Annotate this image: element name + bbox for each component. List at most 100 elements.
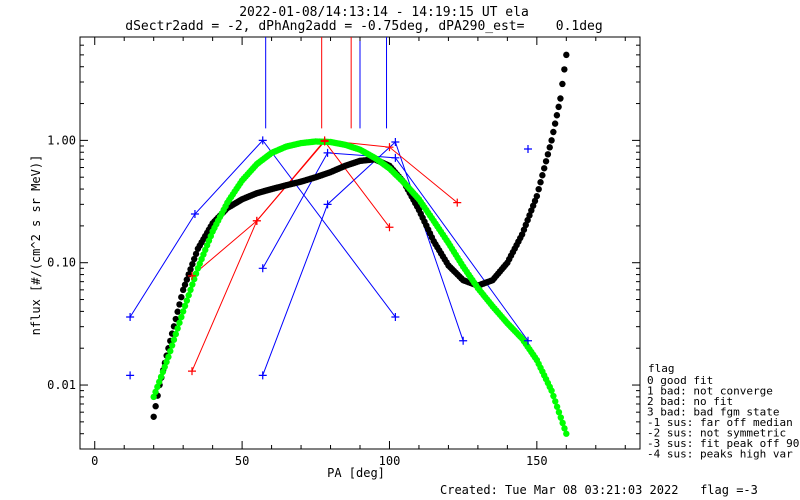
legend-entry-4: -1 sus: far off median (647, 416, 793, 429)
fit-dot-1-2-5 (189, 281, 196, 288)
x-tick-label-3: 150 (526, 454, 548, 468)
fit-dot-0-26-1 (520, 226, 528, 233)
fit-dot-0-29-1 (559, 80, 566, 88)
fit-dot-1-2-6 (191, 275, 198, 283)
fit-curves (150, 51, 570, 437)
data-point-2-0 (258, 264, 267, 273)
fit-dot-1-1-5 (174, 325, 181, 332)
data-point-2-1 (323, 148, 332, 157)
fit-dot-0-2-6 (176, 301, 183, 308)
fit-dot-0-27-7 (546, 144, 553, 151)
fit-dot-0-3-2 (183, 276, 191, 283)
fit-dot-0-27-2 (537, 179, 544, 186)
data-point-1-3 (459, 336, 468, 345)
fit-dot-1-27-1 (550, 392, 557, 400)
x-tick-label-0: 0 (91, 454, 98, 468)
fit-dot-1-1-6 (176, 319, 183, 326)
fit-dot-0-28-4 (555, 103, 562, 111)
data-point-2-3 (524, 336, 532, 345)
fit-dot-1-1-1 (167, 347, 174, 355)
series-line-3 (191, 140, 390, 372)
fit-dot-1-end (563, 430, 570, 437)
fit-dot-0-26-2 (522, 221, 529, 229)
legend-title: flag (648, 362, 675, 375)
fit-dot-0-29-2 (561, 66, 568, 73)
fit-dot-0-28-3 (553, 112, 561, 119)
fit-dot-1-1-3 (170, 336, 178, 343)
fit-dot-0-26-4 (526, 212, 533, 219)
data-point-1-2 (391, 137, 400, 146)
fit-dot-0-28-2 (551, 120, 559, 127)
data-point-4-3 (385, 143, 394, 152)
data-point-0-0 (126, 312, 135, 321)
fit-dot-1-1-2 (168, 342, 176, 349)
fit-dot-0-26-5 (528, 207, 535, 214)
fit-dot-1-2-3 (185, 292, 192, 299)
legend-entry-1: 1 bad: not converge (647, 385, 773, 398)
fit-dot-0-27-1 (535, 185, 542, 193)
fit-dot-0-27-5 (542, 158, 550, 165)
series-line-2 (262, 152, 529, 342)
fit-dot-1-0-1 (152, 388, 159, 396)
fit-dot-0-27-4 (541, 165, 548, 172)
data-point-4-4 (453, 198, 462, 207)
data-point-3-3 (385, 223, 394, 232)
fit-dot-0-0-0 (150, 413, 157, 420)
fit-dot-0-28-1 (550, 128, 557, 136)
fit-dot-0-3-5 (189, 260, 196, 268)
fit-dot-1-1-0 (165, 353, 172, 361)
fit-dot-0-29-0 (557, 95, 564, 102)
fit-dot-0-27-6 (544, 151, 552, 158)
fit-dot-1-27-2 (552, 398, 559, 405)
fit-dot-0-26-3 (524, 216, 531, 224)
fit-dot-0-26-7 (531, 197, 539, 205)
data-point-1-1 (323, 200, 332, 209)
fit-dot-1-0-3 (156, 378, 163, 386)
x-axis: 0 50 100 150 (91, 37, 626, 468)
data-point-1-0 (258, 371, 267, 380)
legend-entry-5: -2 sus: not symmetric (647, 427, 786, 440)
fit-dot-1-27-7 (561, 425, 568, 432)
fit-dot-0-2-5 (174, 308, 181, 315)
fit-dot-0-0-1 (152, 403, 159, 410)
fit-dot-1-0-6 (161, 363, 168, 371)
fit-dot-1-0-5 (159, 368, 167, 376)
chart-subtitle: dSectr2add = -2, dPhAng2add = -0.75deg, … (125, 19, 602, 34)
fit-dot-1-2-1 (181, 302, 189, 310)
legend-entry-7: -4 sus: peaks high var (647, 448, 793, 461)
x-tick-label-2: 100 (379, 454, 401, 468)
fit-dot-0-end (563, 51, 570, 59)
data-point-4-0 (188, 271, 196, 280)
fit-dot-0-3-6 (191, 255, 198, 263)
data-point-6-0 (524, 145, 532, 154)
fit-dot-0-3-0 (179, 286, 187, 294)
fit-dot-0-26-6 (529, 202, 537, 209)
fit-dot-1-1-4 (172, 330, 179, 338)
x-tick-label-1: 50 (235, 454, 249, 468)
footer-created-text: Created: Tue Mar 08 03:21:03 2022 flag =… (440, 483, 758, 497)
fit-dot-1-0-4 (157, 373, 165, 381)
data-point-0-3 (391, 312, 400, 321)
fit-dot-1-27-0 (548, 387, 555, 394)
peak-marker-lines (265, 37, 388, 129)
legend-entry-6: -3 sus: fit peak off 90 (647, 437, 799, 450)
fit-curve-1 (150, 138, 570, 437)
fit-dot-0-27-3 (539, 172, 546, 179)
fit-dot-0-3-4 (187, 266, 194, 273)
y-tick-label-2: 1.00 (47, 133, 76, 147)
data-markers (126, 136, 532, 380)
fit-dot-1-27-6 (559, 419, 566, 427)
data-point-4-1 (252, 216, 261, 225)
fit-dot-1-27-5 (557, 414, 564, 421)
flag-legend: flag 0 good fit 1 bad: not converge 2 ba… (647, 362, 799, 461)
y-tick-label-1: 0.10 (47, 256, 76, 270)
fit-dot-0-3-7 (192, 250, 200, 258)
y-tick-label-0: 0.01 (47, 378, 76, 392)
fit-dot-1-2-4 (187, 286, 194, 294)
fit-dot-1-0-0 (150, 393, 157, 401)
data-point-3-0 (188, 367, 196, 376)
data-point-2-2 (391, 153, 400, 162)
fit-dot-0-27-0 (533, 192, 541, 200)
fit-dot-1-1-7 (178, 313, 185, 321)
fit-dot-0-2-7 (178, 293, 185, 301)
